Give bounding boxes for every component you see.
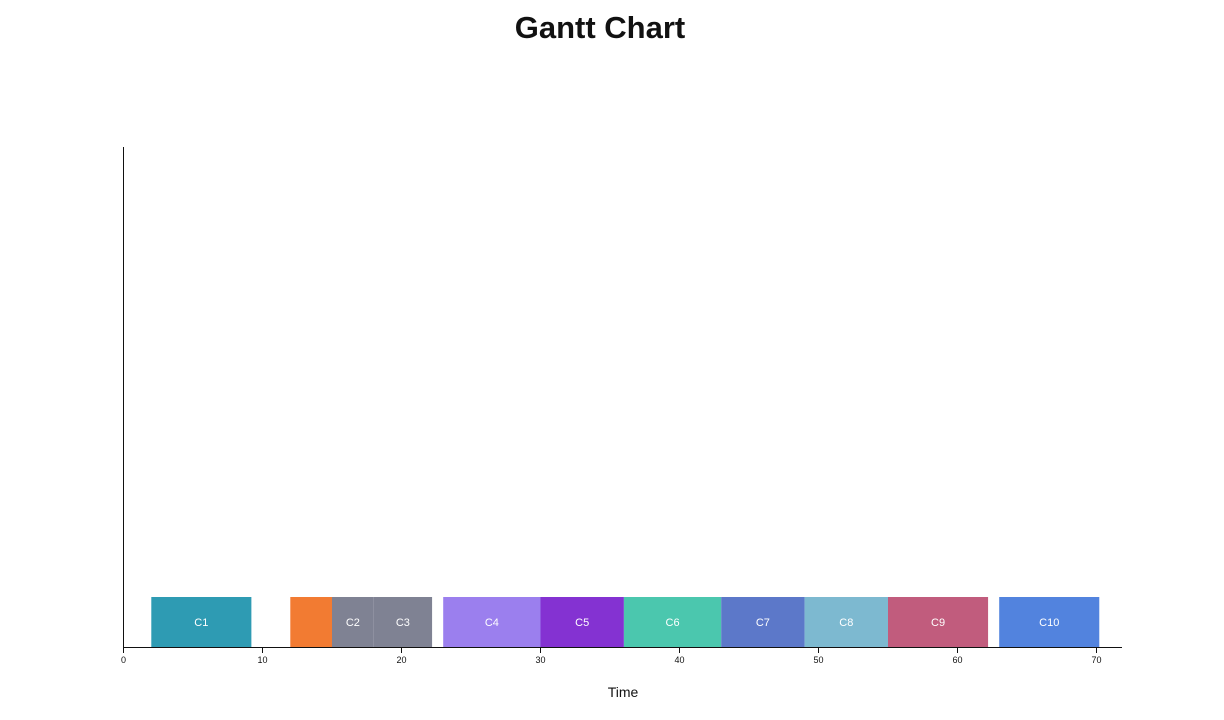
x-tick-label: 40	[674, 655, 684, 665]
task-bar-unlabeled	[290, 597, 332, 647]
x-tick-label: 60	[952, 655, 962, 665]
task-bar-c1	[151, 597, 252, 647]
task-label-c8: C8	[839, 617, 853, 629]
task-label-c5: C5	[575, 617, 589, 629]
task-bar-c7	[721, 597, 805, 647]
task-label-c10: C10	[1039, 617, 1059, 629]
task-label-c4: C4	[485, 617, 499, 629]
task-bar-c4	[443, 597, 541, 647]
task-bar-c2	[332, 597, 374, 647]
task-bar-c6	[623, 597, 722, 647]
task-label-c7: C7	[756, 617, 770, 629]
task-label-c1: C1	[194, 617, 208, 629]
task-bar-c8	[804, 597, 888, 647]
x-tick-label: 70	[1091, 655, 1101, 665]
task-label-c6: C6	[666, 617, 680, 629]
x-tick-label: 30	[535, 655, 545, 665]
x-tick-label: 0	[121, 655, 126, 665]
task-bar-c9	[888, 597, 989, 647]
x-axis-title: Time	[608, 684, 639, 700]
task-label-c9: C9	[931, 617, 945, 629]
task-bar-c3	[373, 597, 433, 647]
x-ticks-layer: 0 10 20 30 40 50 60 70	[121, 648, 1102, 665]
task-label-c2: C2	[346, 617, 360, 629]
task-bar-c5	[540, 597, 624, 647]
task-bar-c10	[999, 597, 1100, 647]
bars-layer: C1 C2 C3 C4 C5 C6 C7 C8 C9 C10	[151, 597, 1100, 647]
chart-title: Gantt Chart	[514, 10, 686, 45]
x-tick-label: 50	[813, 655, 823, 665]
x-tick-label: 10	[257, 655, 267, 665]
x-tick-label: 20	[396, 655, 406, 665]
task-label-c3: C3	[396, 617, 410, 629]
